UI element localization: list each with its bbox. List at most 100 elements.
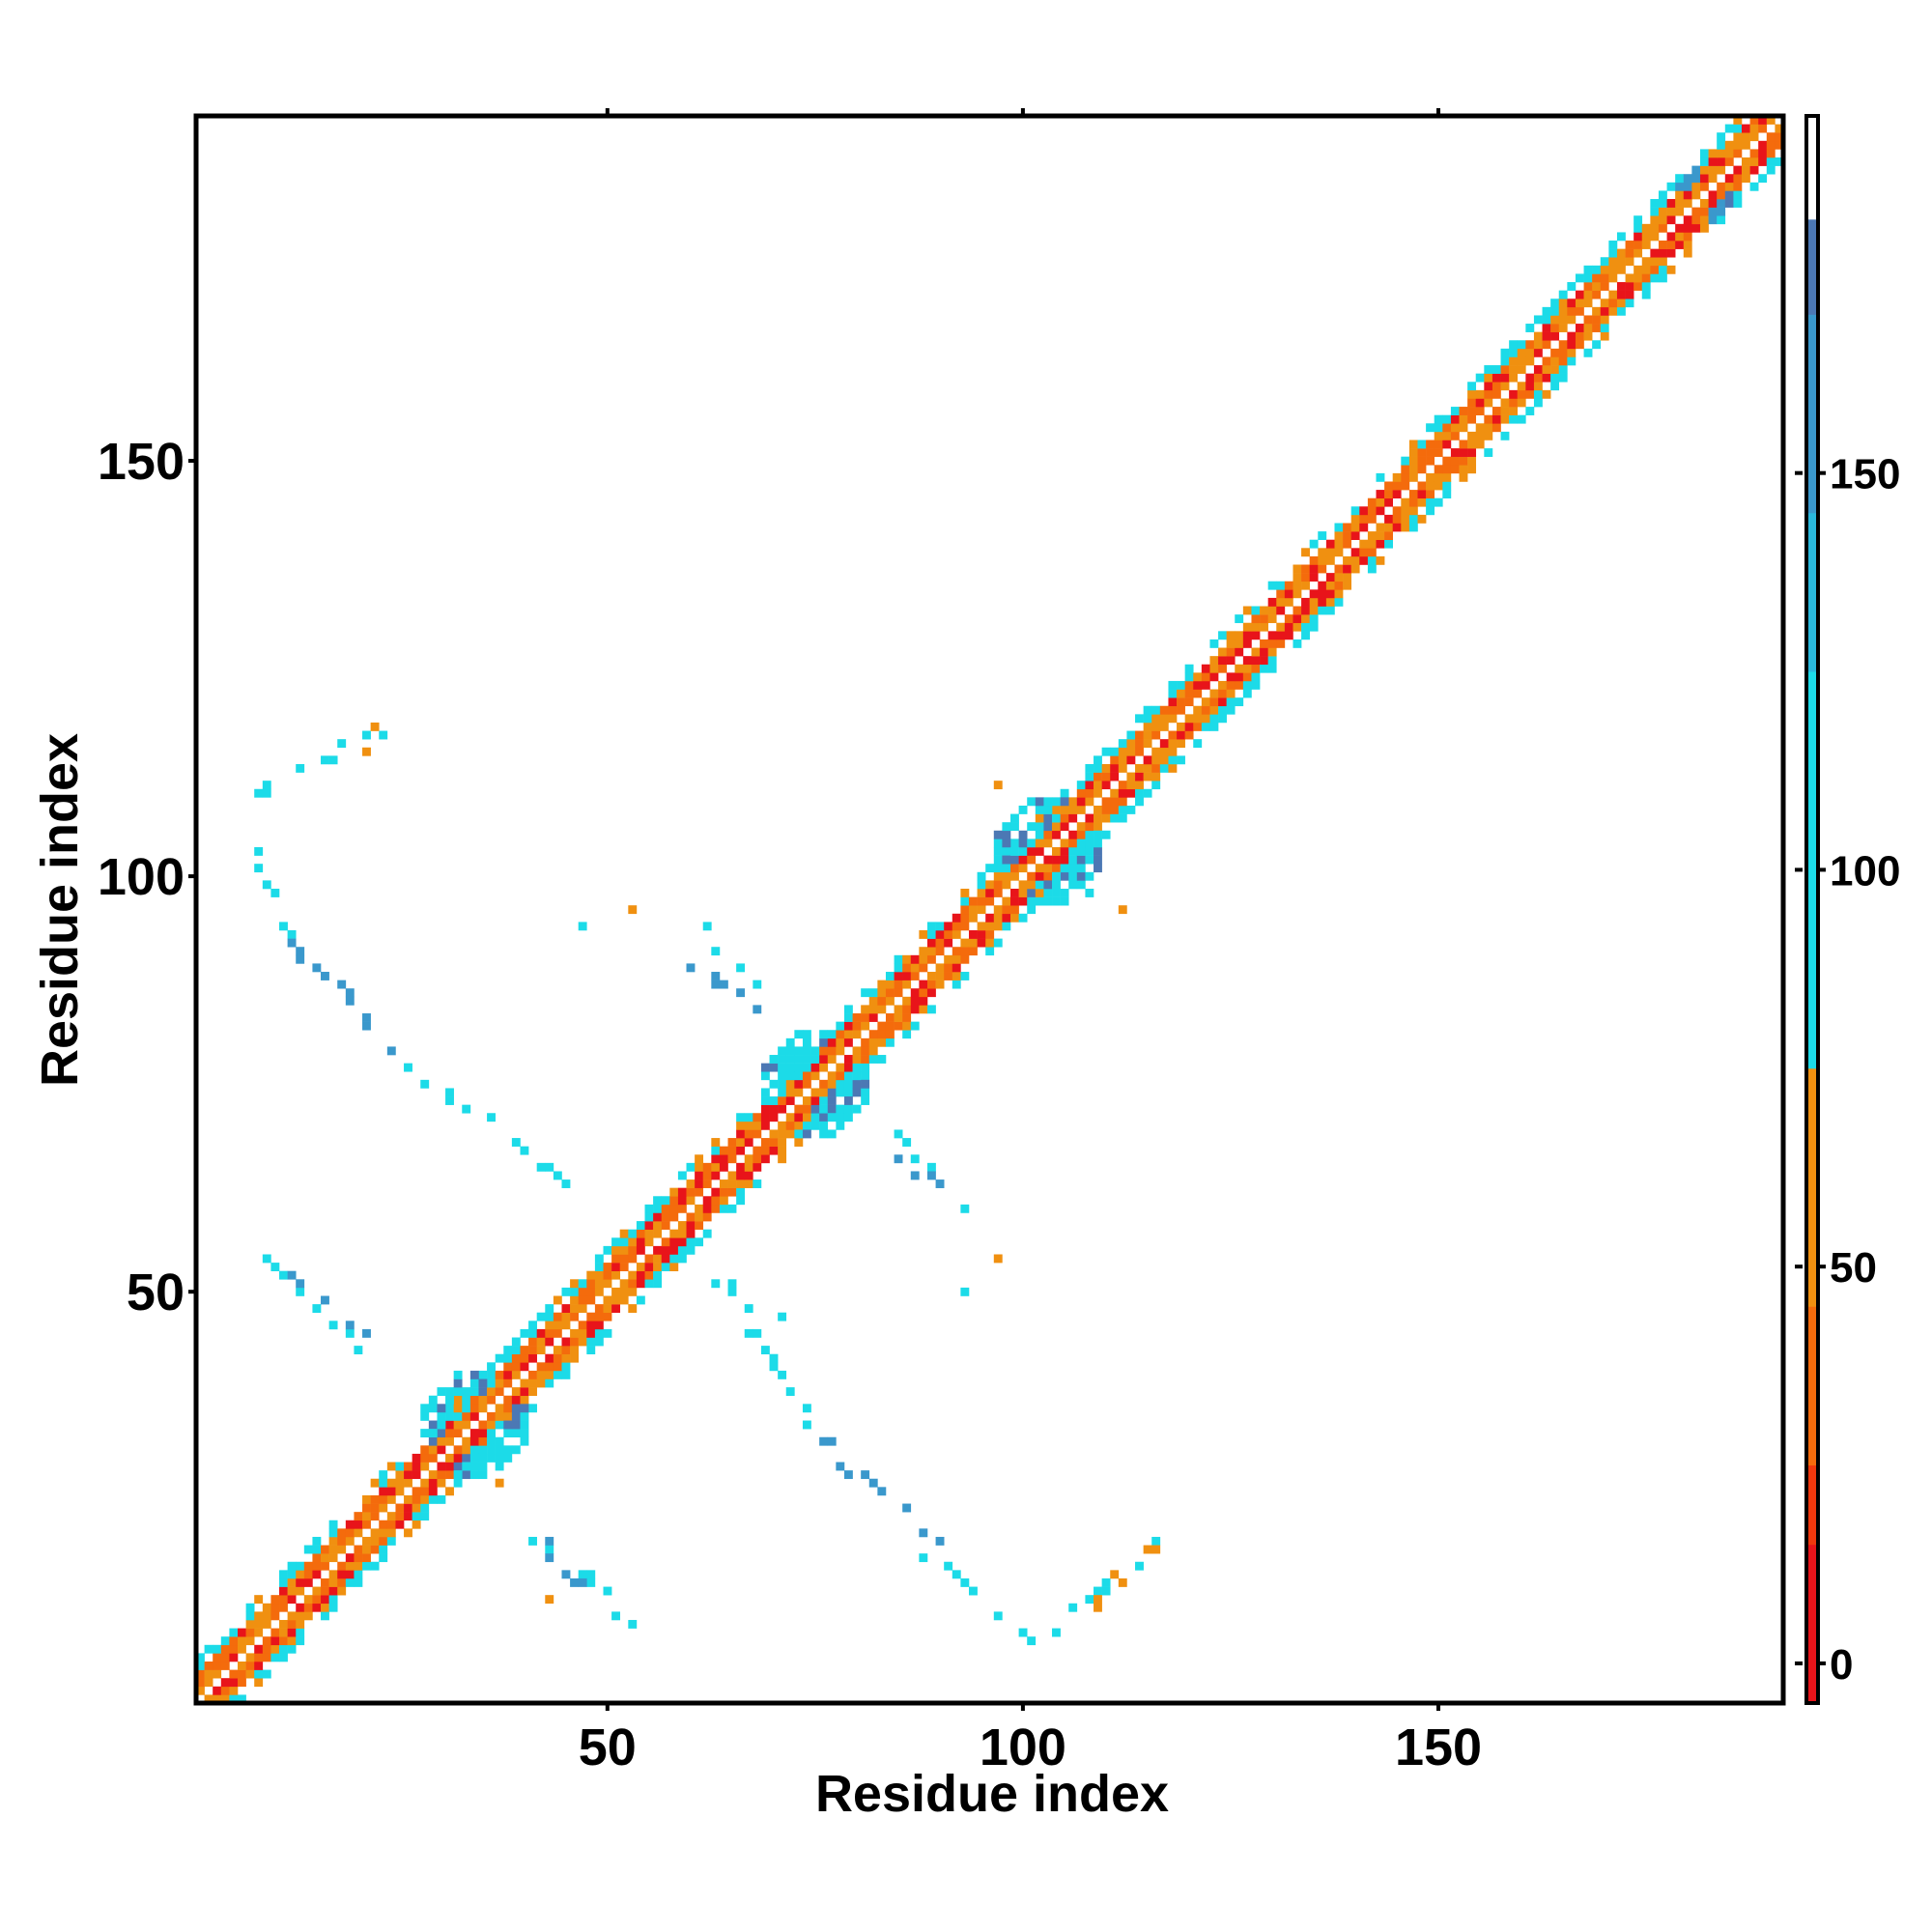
- heatmap-cell: [827, 1113, 837, 1122]
- heatmap-cell: [1517, 356, 1526, 366]
- heatmap-cell: [861, 1088, 870, 1097]
- heatmap-cell: [1143, 788, 1152, 798]
- heatmap-cell: [1625, 298, 1634, 308]
- heatmap-cell: [1401, 465, 1410, 474]
- heatmap-cell: [1359, 506, 1369, 516]
- heatmap-cell: [1666, 265, 1676, 274]
- heatmap-cell: [1143, 730, 1152, 740]
- heatmap-cell: [1509, 407, 1519, 415]
- heatmap-cell: [1434, 431, 1443, 440]
- heatmap-cell: [1575, 298, 1584, 308]
- heatmap-cell: [778, 1154, 787, 1164]
- heatmap-cell: [354, 1545, 363, 1554]
- heatmap-cell: [1600, 273, 1609, 283]
- heatmap-cell: [1392, 523, 1402, 532]
- heatmap-cell: [1634, 241, 1643, 249]
- heatmap-cell: [420, 1453, 430, 1463]
- heatmap-cell: [395, 1470, 405, 1480]
- heatmap-cell: [1691, 174, 1701, 184]
- heatmap-cell: [695, 1187, 704, 1197]
- heatmap-cell: [711, 1146, 721, 1155]
- heatmap-cell: [196, 1661, 205, 1670]
- heatmap-cell: [1301, 573, 1310, 582]
- heatmap-cell: [861, 1079, 870, 1089]
- heatmap-cell: [1417, 497, 1427, 507]
- heatmap-cell: [1052, 822, 1061, 832]
- heatmap-cell: [503, 1353, 513, 1363]
- heatmap-cell: [653, 1263, 663, 1271]
- heatmap-cell: [1450, 414, 1460, 424]
- heatmap-cell: [528, 1536, 537, 1546]
- heatmap-cell: [404, 1512, 412, 1521]
- heatmap-cell: [1650, 257, 1660, 267]
- heatmap-cell: [1135, 788, 1144, 798]
- heatmap-cell: [1699, 182, 1709, 191]
- heatmap-cell: [520, 1353, 529, 1363]
- heatmap-cell: [1126, 730, 1136, 740]
- heatmap-cell: [619, 1229, 629, 1238]
- heatmap-cell: [453, 1387, 463, 1397]
- heatmap-cell: [1068, 855, 1078, 865]
- heatmap-cell: [1724, 199, 1734, 208]
- heatmap-cell: [1417, 440, 1427, 449]
- heatmap-cell: [1260, 664, 1268, 673]
- heatmap-cell: [885, 988, 895, 998]
- heatmap-cell: [1683, 248, 1692, 258]
- heatmap-cell: [229, 1644, 239, 1654]
- heatmap-cell: [819, 1096, 829, 1105]
- heatmap-cell: [379, 730, 388, 740]
- heatmap-cell: [1359, 523, 1369, 532]
- heatmap-cell: [1143, 722, 1152, 731]
- heatmap-cell: [1209, 656, 1219, 666]
- heatmap-cell: [520, 1411, 529, 1421]
- heatmap-cell: [1118, 905, 1127, 915]
- colorbar-band: [1806, 512, 1818, 672]
- heatmap-cell: [1384, 490, 1393, 498]
- heatmap-cell: [1749, 157, 1759, 166]
- heatmap-cell: [1343, 564, 1351, 574]
- heatmap-cell: [254, 1595, 264, 1605]
- heatmap-cell: [428, 1487, 438, 1496]
- heatmap-cell: [528, 1337, 537, 1347]
- heatmap-cell: [570, 1304, 579, 1313]
- heatmap-cell: [528, 1387, 537, 1397]
- heatmap-cell: [1542, 306, 1551, 316]
- heatmap-cell: [1766, 165, 1776, 175]
- heatmap-cell: [1010, 813, 1019, 823]
- heatmap-cell: [628, 1270, 638, 1280]
- heatmap-cell: [328, 1528, 338, 1538]
- heatmap-cell: [843, 1005, 853, 1014]
- heatmap-cell: [1293, 622, 1302, 632]
- heatmap-cell: [1567, 348, 1577, 357]
- heatmap-cell: [453, 1404, 463, 1413]
- heatmap-cell: [1309, 589, 1319, 599]
- heatmap-cell: [321, 1611, 329, 1621]
- heatmap-cell: [1509, 398, 1519, 408]
- heatmap-cell: [1492, 414, 1501, 424]
- heatmap-cell: [1426, 506, 1435, 516]
- heatmap-cell: [1733, 199, 1743, 208]
- heatmap-cell: [944, 954, 953, 964]
- heatmap-cell: [1550, 315, 1560, 325]
- heatmap-cell: [1068, 838, 1078, 848]
- heatmap-cell: [296, 1586, 305, 1596]
- heatmap-cell: [1717, 157, 1726, 166]
- heatmap-cell: [1052, 797, 1061, 807]
- heatmap-cell: [843, 1113, 853, 1122]
- heatmap-cell: [985, 930, 995, 939]
- heatmap-cell: [370, 1503, 380, 1513]
- heatmap-cell: [462, 1445, 471, 1455]
- heatmap-cell: [1558, 315, 1568, 325]
- heatmap-cell: [960, 938, 970, 948]
- heatmap-cell: [1343, 581, 1351, 590]
- heatmap-cell: [1650, 215, 1660, 225]
- heatmap-cell: [1641, 282, 1651, 291]
- heatmap-cell: [1334, 523, 1344, 532]
- heatmap-cell: [1426, 440, 1435, 449]
- heatmap-cell: [345, 1561, 355, 1571]
- heatmap-cell: [586, 1570, 596, 1579]
- heatmap-cell: [802, 1037, 811, 1047]
- heatmap-cell: [952, 922, 961, 931]
- heatmap-cell: [1035, 880, 1044, 890]
- heatmap-cell: [303, 1603, 313, 1612]
